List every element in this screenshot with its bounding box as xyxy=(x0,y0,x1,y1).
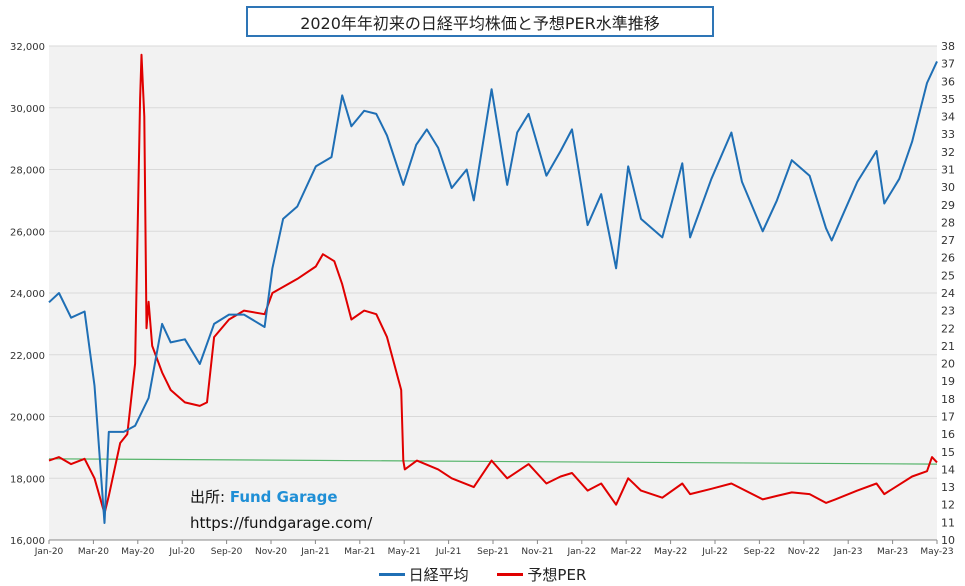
left-tick-label: 30,000 xyxy=(10,104,45,115)
right-tick-label: 25 xyxy=(941,269,955,282)
series-layer xyxy=(48,53,938,524)
right-tick-label: 34 xyxy=(941,111,955,124)
x-tick-label: May-20 xyxy=(121,547,154,557)
x-tick-label: Mar-22 xyxy=(611,547,642,557)
x-tick-label: Nov-22 xyxy=(788,547,820,557)
chart-title: 2020年年初来の日経平均株価と予想PER水準推移 xyxy=(246,6,714,37)
legend: 日経平均 予想PER xyxy=(0,562,965,585)
left-tick-label: 18,000 xyxy=(10,474,45,485)
source-brand: Fund Garage xyxy=(229,488,338,506)
right-tick-label: 15 xyxy=(941,446,955,459)
left-tick-label: 26,000 xyxy=(10,227,45,238)
x-tick-label: Jul-22 xyxy=(701,547,728,557)
right-tick-label: 24 xyxy=(941,287,955,300)
right-axis-ticks: 10 11 12 13 14 15 16 17 18 19 20 21 22 23 24 25 26 27 28 29… xyxy=(941,40,955,547)
right-tick-label: 38 xyxy=(941,40,955,53)
right-tick-label: 21 xyxy=(941,340,955,353)
chart-title-text: 2020年年初来の日経平均株価と予想PER水準推移 xyxy=(300,13,660,33)
right-tick-label: 13 xyxy=(941,481,955,494)
left-tick-label: 32,000 xyxy=(10,42,45,53)
right-tick-label: 22 xyxy=(941,322,955,335)
right-tick-label: 18 xyxy=(941,393,955,406)
right-tick-label: 19 xyxy=(941,375,955,388)
right-tick-label: 35 xyxy=(941,93,955,106)
x-tick-label: Sep-22 xyxy=(744,547,776,557)
right-tick-label: 36 xyxy=(941,75,955,88)
x-tick-label: Jan-22 xyxy=(567,547,597,557)
x-tick-label: Jul-21 xyxy=(435,547,462,557)
right-tick-label: 37 xyxy=(941,58,955,71)
right-tick-label: 29 xyxy=(941,199,955,212)
legend-swatch-nikkei xyxy=(378,573,405,576)
x-tick-label: May-21 xyxy=(388,547,421,557)
x-tick-label: Jan-23 xyxy=(833,547,863,557)
x-tick-label: Sep-21 xyxy=(477,547,509,557)
x-tick-label: May-22 xyxy=(654,547,687,557)
x-tick-label: Mar-23 xyxy=(877,547,908,557)
left-tick-label: 24,000 xyxy=(10,289,45,300)
right-tick-label: 12 xyxy=(941,499,955,512)
right-tick-label: 20 xyxy=(941,358,955,371)
x-tick-label: Nov-20 xyxy=(255,547,287,557)
x-tick-label: Jan-20 xyxy=(34,547,64,557)
right-tick-label: 14 xyxy=(941,463,955,476)
source-url: https://fundgarage.com/ xyxy=(190,514,373,532)
x-tick-label: Jul-20 xyxy=(168,547,195,557)
right-tick-label: 26 xyxy=(941,252,955,265)
legend-swatch-per xyxy=(497,573,524,576)
right-tick-label: 33 xyxy=(941,128,955,141)
source-line: 出所: Fund Garage xyxy=(190,484,372,510)
right-tick-label: 32 xyxy=(941,146,955,159)
x-tick-label: Mar-20 xyxy=(78,547,109,557)
source-label: 出所: xyxy=(190,488,230,506)
right-tick-label: 10 xyxy=(941,534,955,547)
legend-label-nikkei: 日経平均 xyxy=(408,566,469,584)
x-axis-ticks: Jan-20 Mar-20 May-20 Jul-20 Sep-20 Nov-20 Jan-… xyxy=(34,539,954,557)
right-tick-label: 23 xyxy=(941,305,955,318)
series-line-nikkei xyxy=(48,60,938,524)
right-tick-label: 30 xyxy=(941,181,955,194)
right-tick-label: 16 xyxy=(941,428,955,441)
right-tick-label: 27 xyxy=(941,234,955,247)
left-tick-label: 28,000 xyxy=(10,166,45,177)
x-tick-label: Jan-21 xyxy=(300,547,330,557)
right-tick-label: 28 xyxy=(941,216,955,229)
legend-label-per: 予想PER xyxy=(527,566,587,584)
left-tick-label: 20,000 xyxy=(10,413,45,424)
right-tick-label: 31 xyxy=(941,164,955,177)
source-note: 出所: Fund Garage https://fundgarage.com/ xyxy=(190,484,372,536)
series-line-per xyxy=(48,53,938,515)
left-tick-label: 22,000 xyxy=(10,351,45,362)
x-tick-label: Nov-21 xyxy=(521,547,553,557)
x-tick-label: Mar-21 xyxy=(344,547,375,557)
right-tick-label: 11 xyxy=(941,516,955,529)
legend-item-nikkei: 日経平均 xyxy=(378,564,469,585)
right-tick-label: 17 xyxy=(941,411,955,424)
legend-item-per: 予想PER xyxy=(497,564,586,585)
left-tick-label: 16,000 xyxy=(10,536,45,547)
x-tick-label: Sep-20 xyxy=(211,547,243,557)
x-tick-label: May-23 xyxy=(920,547,953,557)
left-axis-ticks: 16,000 18,000 20,000 22,000 24,000 26,000 28,0… xyxy=(10,42,45,547)
